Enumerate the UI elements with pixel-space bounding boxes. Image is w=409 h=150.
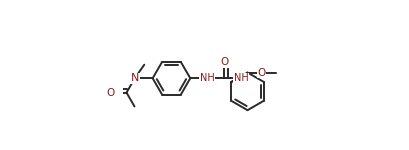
Text: O: O: [257, 68, 265, 78]
Text: N: N: [130, 73, 139, 83]
Text: O: O: [106, 88, 115, 98]
Text: NH: NH: [233, 73, 248, 83]
Text: O: O: [220, 57, 228, 67]
Text: NH: NH: [199, 73, 214, 83]
